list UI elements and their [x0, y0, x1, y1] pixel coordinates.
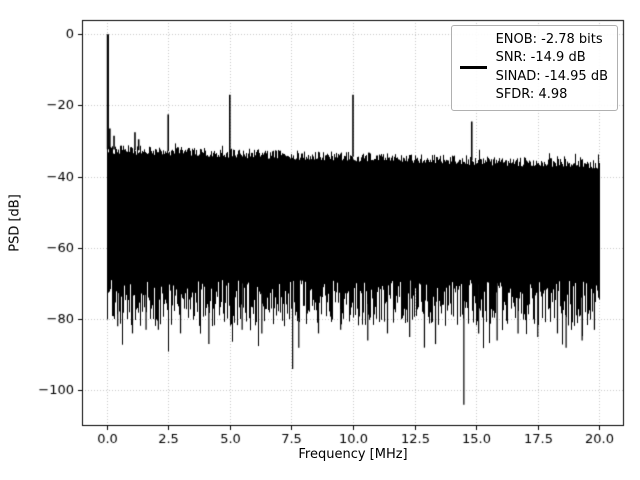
y-axis-label: PSD [dB] [7, 194, 23, 252]
legend-entry-sfdr: SFDR: 4.98 [495, 87, 568, 103]
x-axis-label: Frequency [MHz] [298, 447, 408, 462]
legend: ENOB: -2.78 bits SNR: -14.9 dB SINAD: -1… [450, 25, 618, 111]
legend-entry-sinad: SINAD: -14.95 dB [495, 68, 608, 84]
legend-line-sample [459, 66, 487, 70]
legend-entries: ENOB: -2.78 bits SNR: -14.9 dB SINAD: -1… [496, 31, 608, 105]
legend-entry-enob: ENOB: -2.78 bits [495, 32, 603, 47]
legend-entry-snr: SNR: -14.9 dB [495, 50, 586, 66]
